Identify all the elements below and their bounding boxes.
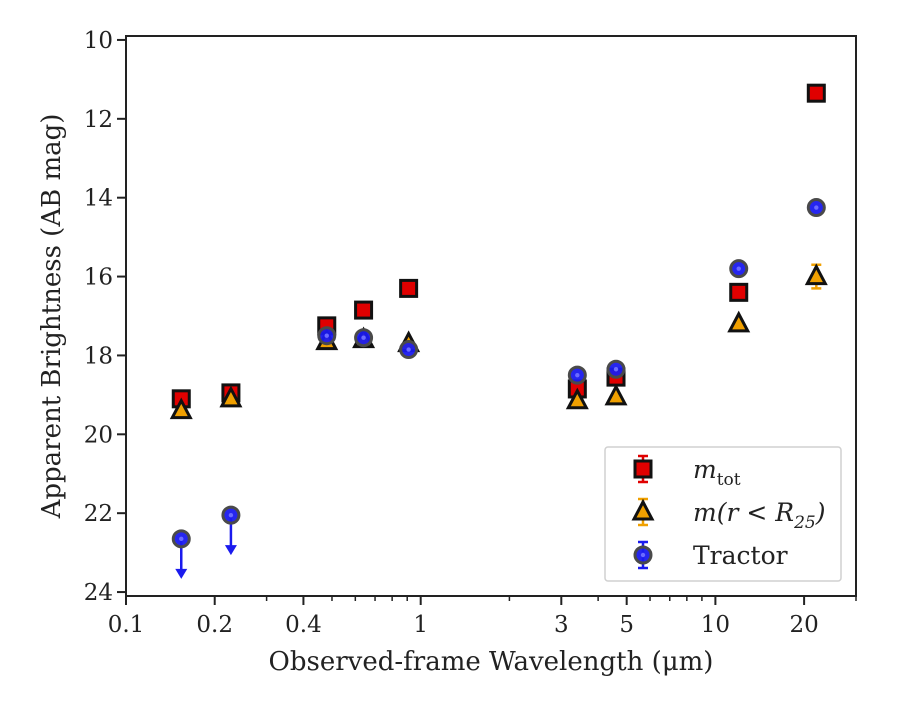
triangle-point <box>604 383 628 406</box>
legend-marker-circle <box>633 545 653 565</box>
legend-label-square: mtot <box>693 455 741 490</box>
y-tick-label: 24 <box>84 580 113 606</box>
legend-label-circle: Tractor <box>693 541 788 570</box>
x-tick-label: 1 <box>413 612 428 638</box>
y-axis-label: Apparent Brightness (AB mag) <box>37 114 67 520</box>
upper-limit-arrowhead <box>175 568 188 579</box>
x-tick-label: 10 <box>701 612 730 638</box>
square-point <box>399 278 419 298</box>
y-tick-label: 18 <box>84 343 113 369</box>
circle-point <box>729 259 749 279</box>
y-tick-label: 22 <box>84 501 113 527</box>
data-points <box>169 83 828 579</box>
triangle-point <box>169 397 193 420</box>
x-tick-label: 5 <box>619 612 634 638</box>
legend: mtot m(r < R25) Tractor <box>604 446 842 582</box>
x-tick-label: 0.1 <box>108 612 145 638</box>
y-tick-label: 16 <box>84 265 113 291</box>
triangle-point <box>565 387 589 410</box>
circle-point <box>567 365 587 385</box>
x-tick-label: 20 <box>789 612 818 638</box>
circle-point <box>171 529 191 549</box>
circle-point <box>354 328 374 348</box>
legend-box <box>604 446 842 582</box>
plot-frame <box>125 35 857 597</box>
upper-limit-arrowhead <box>224 545 237 556</box>
y-tick-label: 14 <box>84 186 113 212</box>
circle-point <box>317 326 337 346</box>
square-point <box>729 282 749 302</box>
x-tick-label: 0.4 <box>285 612 322 638</box>
square-point <box>806 83 826 103</box>
x-tick-label: 3 <box>554 612 569 638</box>
triangle-point <box>804 263 828 286</box>
axis-ticks: 0.1 0.2 0.4 1 3 5 10 20 10 12 14 16 18 20 22 24 <box>84 28 857 638</box>
circle-point <box>606 359 626 379</box>
legend-label-triangle: m(r < R25) <box>693 498 825 533</box>
legend-marker-square <box>633 459 653 479</box>
y-tick-label: 10 <box>84 28 113 54</box>
square-point <box>354 300 374 320</box>
triangle-point <box>727 310 751 333</box>
triangle-point <box>219 385 243 408</box>
y-tick-label: 20 <box>84 422 113 448</box>
circle-point <box>399 340 419 360</box>
x-axis-label: Observed-frame Wavelength (μm) <box>269 647 714 677</box>
legend-marker-triangle <box>631 498 655 521</box>
circle-point <box>806 198 826 218</box>
x-tick-label: 0.2 <box>196 612 233 638</box>
y-tick-label: 12 <box>84 107 113 133</box>
circle-point <box>221 505 241 525</box>
